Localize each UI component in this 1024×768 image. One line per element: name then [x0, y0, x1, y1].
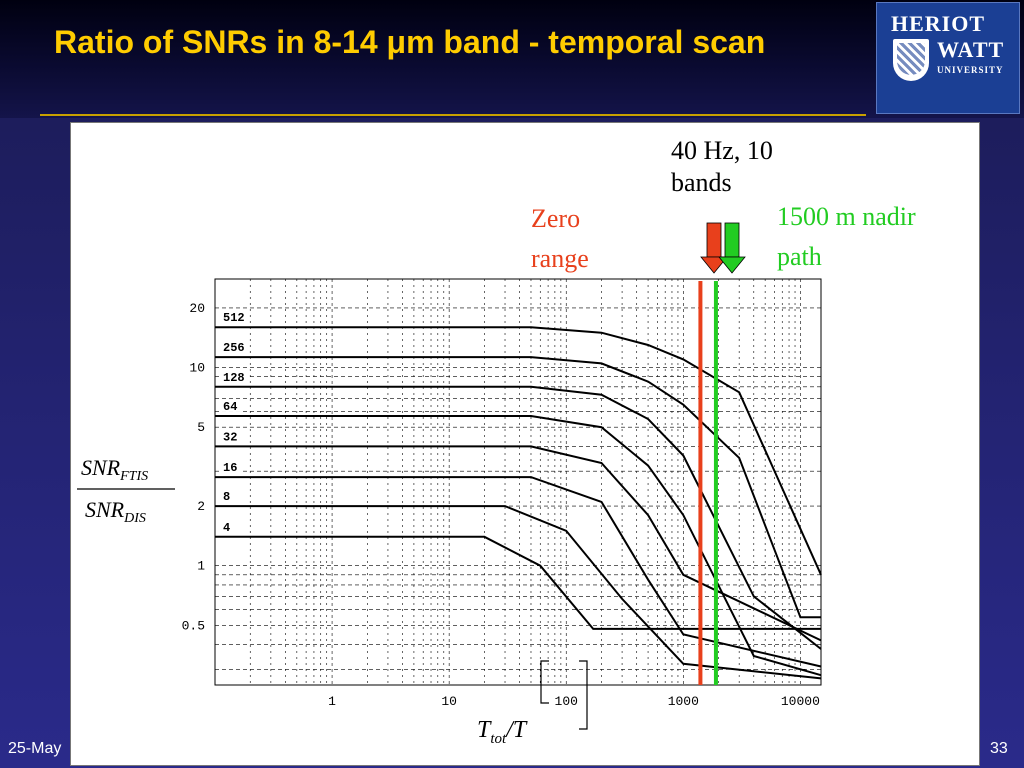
title-band	[0, 0, 1024, 118]
series-label-16: 16	[223, 461, 237, 475]
series-label-128: 128	[223, 371, 245, 385]
series-label-bg	[221, 398, 241, 412]
series-line-128	[215, 385, 822, 650]
logo-text-heriot: HERIOT	[891, 11, 986, 36]
series-label-bg	[221, 340, 249, 354]
x-tick-label: 1000	[668, 694, 699, 709]
axis-ticks: 1 10 100 1000 10000 0.5 1 2 5 10 20	[182, 301, 820, 709]
series-label-bg	[221, 429, 241, 443]
series-line-4	[215, 535, 821, 630]
series: 512 256 128 64 32 16 8 4	[215, 310, 822, 680]
series-line-32	[215, 445, 822, 642]
annotation-nadir-path: 1500 m nadir path	[777, 202, 922, 271]
green-arrow-icon	[718, 222, 746, 274]
y-tick-label: 2	[197, 499, 205, 514]
series-line-512	[215, 326, 822, 576]
series-label-bg	[221, 489, 233, 503]
y-tick-label: 20	[189, 301, 205, 316]
y-tick-label: 1	[197, 559, 205, 574]
series-line-256	[215, 356, 821, 619]
series-label-64: 64	[223, 400, 237, 414]
series-label-512: 512	[223, 311, 245, 325]
xlabel-bracket-right	[579, 660, 588, 730]
series-line-16	[215, 476, 822, 668]
series-label-bg	[221, 519, 233, 533]
page-number: 33	[990, 740, 1008, 757]
footer-date: 25-May	[8, 740, 62, 757]
vertical-markers	[698, 281, 718, 685]
x-tick-label: 10	[441, 694, 457, 709]
series-label-256: 256	[223, 341, 245, 355]
title-underline	[40, 114, 866, 116]
series-label-bg	[221, 310, 249, 324]
y-tick-label: 10	[189, 361, 205, 376]
ylabel-numerator: SNRFTIS	[81, 455, 148, 484]
x-tick-label: 1	[328, 694, 336, 709]
red-arrow-icon	[700, 222, 728, 274]
annotation-zero-range: Zero range	[531, 204, 589, 273]
chart-panel: 1 10 100 1000 10000 0.5 1 2 5 10 20 512 256 128 64 32 1…	[70, 122, 980, 766]
logo-text-university: UNIVERSITY	[937, 65, 1004, 75]
series-label-bg	[221, 369, 249, 383]
series-label-bg	[221, 460, 241, 474]
series-label-32: 32	[223, 430, 237, 444]
series-label-4: 4	[223, 521, 230, 535]
crest-icon	[893, 39, 929, 81]
ylabel-denominator: SNRDIS	[85, 497, 146, 526]
plot-area-frame	[214, 278, 822, 686]
y-tick-label: 0.5	[182, 618, 205, 633]
series-line-8	[215, 505, 822, 680]
logo-text-watt: WATT	[937, 37, 1005, 62]
xlabel: Ttot/T	[477, 717, 528, 747]
university-logo: HERIOT WATT UNIVERSITY	[876, 2, 1020, 114]
annotation-40hz: 40 Hz, 10 bands	[671, 136, 779, 197]
series-label-8: 8	[223, 490, 230, 504]
y-tick-label: 5	[197, 420, 205, 435]
series-line-64	[215, 415, 822, 677]
x-tick-label: 100	[555, 694, 578, 709]
xlabel-bracket-left	[540, 660, 549, 704]
grid	[215, 279, 821, 685]
slide-title: Ratio of SNRs in 8-14 μm band - temporal…	[54, 24, 766, 60]
x-tick-label: 10000	[781, 694, 820, 709]
